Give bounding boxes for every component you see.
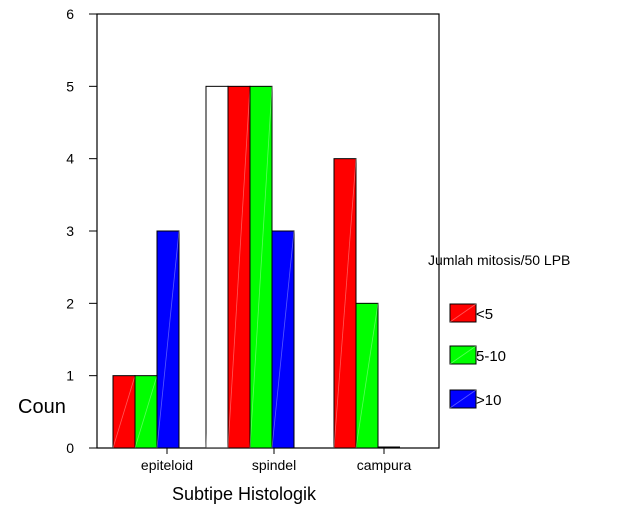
y-tick-label: 4 [66,151,74,167]
bar-campura-1-hatch [333,158,357,449]
legend-swatch [449,345,477,365]
legend-swatch-hatch [449,389,477,409]
bar-campura-2-hatch [355,303,379,449]
legend-swatch-hatch [449,345,477,365]
legend-title: Jumlah mitosis/50 LPB [428,252,570,268]
bar-spindel-3-hatch [271,230,295,449]
bar-epiteloid-3 [156,230,180,449]
legend-swatch-hatch [449,303,477,323]
y-axis-ticks: 0 1 2 3 4 5 6 [66,6,97,456]
bar-epiteloid-2-hatch [134,375,158,449]
legend-swatch [449,389,477,409]
bar-unlabeled-hatch [205,86,229,449]
y-tick-label: 5 [66,78,74,94]
y-axis-label: Coun [18,396,66,418]
bar-epiteloid-3-hatch [156,230,180,449]
bar-spindel-1-hatch [227,86,251,449]
bar-epiteloid-1-hatch [112,375,136,449]
legend-label: <5 [476,306,493,323]
y-tick-label: 1 [66,368,74,384]
x-axis-label: Subtipe Histologik [172,484,317,504]
legend: <5 5-10 >10 [449,303,506,409]
legend-swatch [449,303,477,323]
y-tick-label: 3 [66,223,74,239]
legend-label: 5-10 [476,348,506,365]
x-tick-label: campura [357,457,412,473]
legend-label: >10 [476,392,501,409]
x-tick-label: spindel [252,457,296,473]
bar-campura-2 [355,302,379,449]
y-tick-label: 0 [66,440,74,456]
x-tick-label: epiteloid [141,457,193,473]
bar-spindel-3 [271,230,295,449]
y-tick-label: 2 [66,295,74,311]
x-axis-ticks: epiteloid spindel campura [141,448,412,473]
bars [112,85,400,449]
bar-spindel-2-hatch [249,86,273,449]
y-tick-label: 6 [66,6,74,22]
